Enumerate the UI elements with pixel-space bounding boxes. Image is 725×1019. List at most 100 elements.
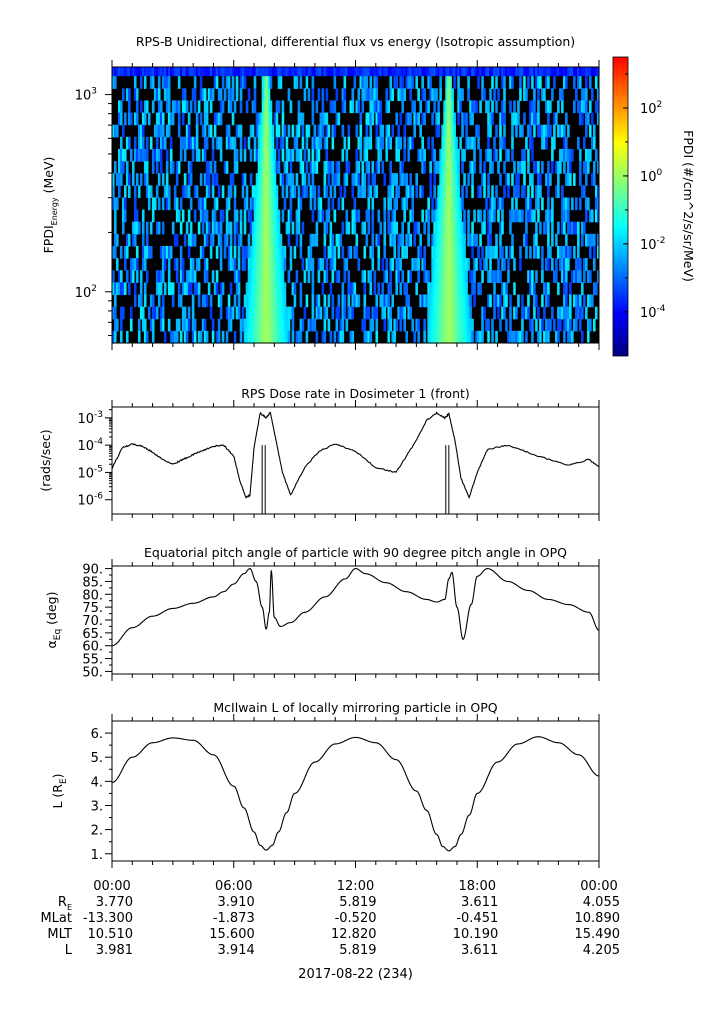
spectrogram-cell xyxy=(215,173,219,186)
spectrogram-cell xyxy=(287,306,291,320)
spectrogram-cell xyxy=(447,112,450,126)
spectrogram-cell xyxy=(121,209,125,223)
spectrogram-cell xyxy=(411,185,414,199)
spectrogram-cell xyxy=(183,173,187,186)
spectrogram-cell xyxy=(269,282,273,296)
spectrogram-cell xyxy=(497,197,500,211)
spectrogram-cell xyxy=(545,221,548,235)
spectrogram-cell xyxy=(487,100,490,114)
spectrogram-cell xyxy=(523,233,526,247)
spectrogram-cell xyxy=(515,306,518,320)
spectrogram-cell xyxy=(509,209,512,223)
spectrogram-cell xyxy=(457,197,460,211)
spectrogram-cell xyxy=(155,124,159,138)
spectrogram-cell xyxy=(203,197,207,211)
spectrogram-cell xyxy=(205,161,209,174)
spectrogram-cell xyxy=(139,76,143,89)
spectrogram-cell xyxy=(239,209,243,223)
spectrogram-cell xyxy=(115,258,119,271)
spectrogram-cell xyxy=(439,294,442,308)
spectrogram-cell xyxy=(521,124,524,138)
spectrogram-cell xyxy=(141,67,145,77)
ephemeris-value: 3.770 xyxy=(96,895,133,910)
spectrogram-cell xyxy=(387,67,391,77)
spectrogram-cell xyxy=(291,67,295,77)
spectrogram-cell xyxy=(461,161,464,174)
spectrogram-cell xyxy=(559,67,562,77)
spectrogram-cell xyxy=(493,294,496,308)
spectrogram-cell xyxy=(533,124,536,138)
spectrogram-cell xyxy=(195,185,199,199)
spectrogram-cell xyxy=(467,209,470,223)
spectrogram-cell xyxy=(445,233,448,247)
spectrogram-cell xyxy=(117,67,121,77)
spectrogram-cell xyxy=(225,136,229,150)
spectrogram-cell xyxy=(281,148,285,162)
spectrogram-cell xyxy=(129,270,133,283)
spectrogram-cell xyxy=(257,148,261,162)
spectrogram-cell xyxy=(277,318,281,332)
spectrogram-cell xyxy=(429,67,432,77)
spectrogram-cell xyxy=(351,185,355,199)
spectrogram-cell xyxy=(112,197,115,211)
spectrogram-cell xyxy=(555,330,558,344)
spectrogram-cell xyxy=(255,67,259,77)
spectrogram-cell xyxy=(177,161,181,174)
spectrogram-cell xyxy=(367,306,371,320)
spectrogram-cell xyxy=(143,282,147,296)
spectrogram-cell xyxy=(581,221,584,235)
spectrogram-cell xyxy=(597,245,600,259)
spectrogram-cell xyxy=(251,258,255,271)
spectrogram-cell xyxy=(411,76,414,89)
spectrogram-cell xyxy=(229,136,233,150)
spectrogram-cell xyxy=(439,221,442,235)
spectrogram-cell xyxy=(421,67,424,77)
spectrogram-cell xyxy=(587,197,590,211)
spectrogram-cell xyxy=(547,258,550,271)
spectrogram-cell xyxy=(443,318,446,332)
spectrogram-cell xyxy=(271,282,275,296)
spectrogram-cell xyxy=(551,197,554,211)
spectrogram-cell xyxy=(587,318,590,332)
spectrogram-cell xyxy=(407,76,410,89)
spectrogram-cell xyxy=(277,270,281,283)
spectrogram-cell xyxy=(495,245,498,259)
spectrogram-cell xyxy=(219,88,223,102)
data-series-line xyxy=(111,411,600,500)
spectrogram-cell xyxy=(453,161,456,174)
spectrogram-cell xyxy=(249,209,253,223)
spectrogram-cell xyxy=(457,173,460,186)
spectrogram-cell xyxy=(265,197,269,211)
spectrogram-cell xyxy=(263,88,267,102)
spectrogram-cell xyxy=(325,306,329,320)
spectrogram-cell xyxy=(219,221,223,235)
spectrogram-cell xyxy=(493,306,496,320)
spectrogram-cell xyxy=(149,221,153,235)
spectrogram-cell xyxy=(537,185,540,199)
spectrogram-cell xyxy=(113,245,117,259)
spectrogram-cell xyxy=(455,209,458,223)
spectrogram-cell xyxy=(485,67,488,77)
spectrogram-cell xyxy=(143,100,147,114)
spectrogram-cell xyxy=(225,161,229,174)
spectrogram-cell xyxy=(361,76,365,89)
spectrogram-cell xyxy=(275,197,279,211)
spectrogram-cell xyxy=(453,330,456,344)
spectrogram-cell xyxy=(513,100,516,114)
spectrogram-cell xyxy=(397,88,401,102)
spectrogram-cell xyxy=(121,221,125,235)
spectrogram-cell xyxy=(409,76,412,89)
spectrogram-cell xyxy=(433,270,436,283)
spectrogram-cell xyxy=(163,330,167,344)
spectrogram-cell xyxy=(507,67,510,77)
spectrogram-cell xyxy=(595,76,598,89)
spectrogram-cell xyxy=(255,282,259,296)
spectrogram-cell xyxy=(279,294,283,308)
spectrogram-cell xyxy=(323,270,327,283)
spectrogram-cell xyxy=(433,100,436,114)
spectrogram-cell xyxy=(469,330,472,344)
spectrogram-cell xyxy=(151,294,155,308)
spectrogram-cell xyxy=(447,76,450,89)
spectrogram-cell xyxy=(259,67,263,77)
spectrogram-cell xyxy=(153,197,157,211)
